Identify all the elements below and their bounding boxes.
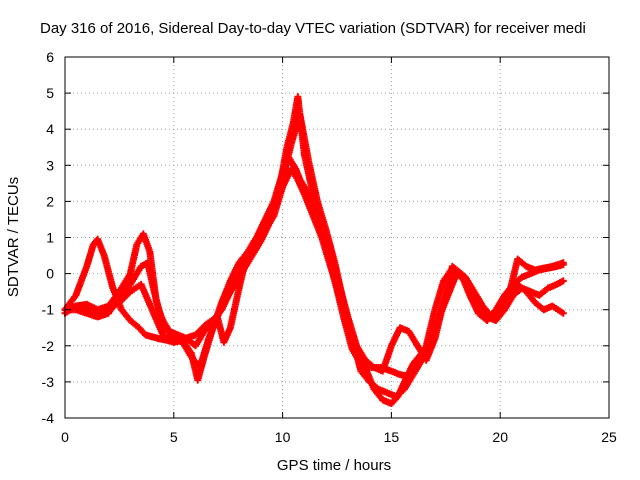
y-tick-label: 3 — [46, 157, 54, 173]
y-tick-label: -4 — [42, 410, 55, 426]
plot-frame — [64, 56, 610, 419]
data-point — [559, 259, 567, 267]
x-tick-label: 15 — [384, 429, 400, 445]
y-tick-label: -2 — [42, 338, 55, 354]
y-tick-label: -1 — [42, 302, 55, 318]
data-layer — [61, 93, 567, 408]
y-tick-label: 6 — [46, 49, 54, 65]
y-tick-label: -3 — [42, 374, 55, 390]
data-series-track-4 — [61, 111, 567, 400]
x-axis-label: GPS time / hours — [277, 457, 391, 474]
y-tick-label: 5 — [46, 85, 54, 101]
y-tick-label: 2 — [46, 193, 54, 209]
x-tick-label: 25 — [601, 429, 617, 445]
axis-layer: -4 -3 -2 -1 0 1 2 3 4 5 6 0 5 10 15 20 25 — [42, 49, 617, 445]
y-tick-label: 1 — [46, 230, 54, 246]
y-tick-label: 4 — [46, 121, 54, 137]
data-point — [559, 277, 567, 285]
x-tick-label: 0 — [61, 429, 69, 445]
chart-title: Day 316 of 2016, Sidereal Day-to-day VTE… — [40, 20, 586, 37]
x-tick-label: 5 — [170, 429, 178, 445]
data-point — [559, 309, 567, 317]
y-tick-label: 0 — [46, 266, 54, 282]
y-axis-label: SDTVAR / TECUs — [5, 177, 22, 297]
x-tick-label: 10 — [275, 429, 291, 445]
x-tick-label: 20 — [492, 429, 508, 445]
